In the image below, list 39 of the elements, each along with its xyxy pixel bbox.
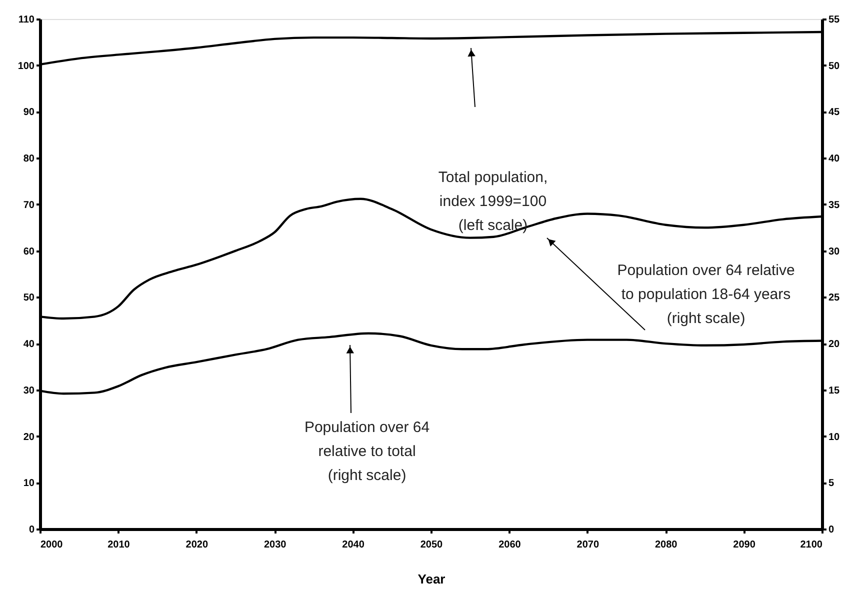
y2-tick-label: 50 <box>828 60 840 72</box>
x-tick-label: 2020 <box>186 540 208 550</box>
y2-tick-label: 10 <box>828 432 840 443</box>
y2-tick-label: 5 <box>828 478 834 490</box>
x-tick-label: 2040 <box>342 540 365 550</box>
y-tick-label: 110 <box>18 14 35 26</box>
y-tick-label: 60 <box>23 246 35 258</box>
y2-tick-label: 0 <box>828 524 834 536</box>
annotation: Population over 64 relative to total (right scale) <box>304 419 430 484</box>
y2-tick-label: 15 <box>828 385 840 396</box>
annotation: Total population, index 1999=100 (left scale) <box>438 169 548 234</box>
x-tick-label: 2000 <box>40 540 64 550</box>
x-tick-label: 2070 <box>576 540 600 550</box>
x-tick-label: 2050 <box>420 540 444 550</box>
y-tick-label: 40 <box>23 339 35 350</box>
x-tick-label: 2100 <box>800 540 823 550</box>
y-tick-label: 10 <box>23 478 35 490</box>
x-tick-label: 2080 <box>654 540 678 550</box>
annotation: Population over 64 relative to population 18-64 years (right scale) <box>617 262 795 327</box>
x-tick-label: 2010 <box>108 540 130 550</box>
y2-tick-label: 30 <box>828 246 840 258</box>
x-tick-label: 2060 <box>498 540 522 550</box>
y-tick-label: 80 <box>23 154 35 165</box>
y-tick-label: 0 <box>28 524 35 536</box>
y2-tick-label: 55 <box>828 14 840 26</box>
y-tick-label: 90 <box>23 107 35 118</box>
y2-tick-label: 45 <box>828 107 840 118</box>
y-tick-label: 70 <box>23 200 35 211</box>
y2-tick-label: 25 <box>828 292 840 304</box>
y2-tick-label: 20 <box>828 339 840 350</box>
y-tick-label: 30 <box>23 385 35 396</box>
y2-tick-label: 35 <box>828 200 840 211</box>
x-tick-label: 2090 <box>733 540 756 550</box>
y-tick-label: 100 <box>18 60 35 72</box>
x-axis-title: Year <box>418 572 446 586</box>
x-tick-label: 2030 <box>264 540 287 550</box>
y-tick-label: 20 <box>23 432 35 443</box>
y2-tick-label: 40 <box>828 154 840 165</box>
y-tick-label: 50 <box>23 292 35 304</box>
